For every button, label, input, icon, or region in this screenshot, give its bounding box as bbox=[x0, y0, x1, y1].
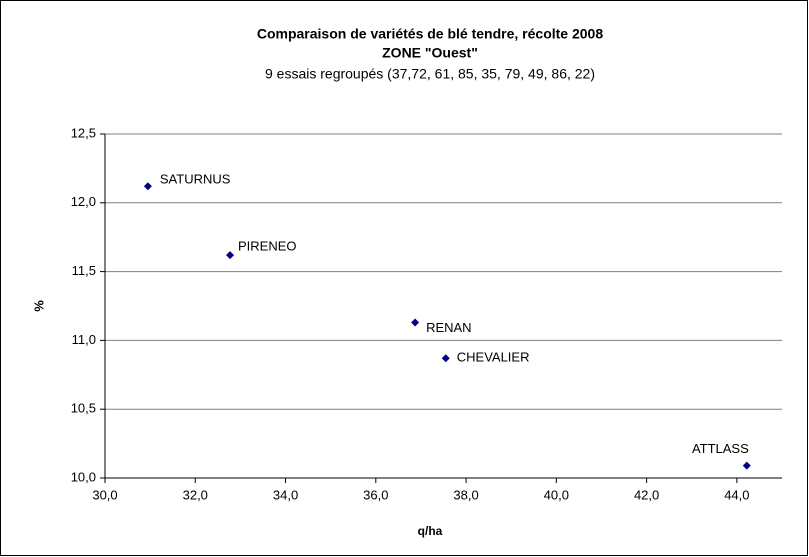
x-tick-label: 32,0 bbox=[183, 487, 208, 502]
y-tick-label: 10,0 bbox=[71, 469, 96, 484]
point-label: CHEVALIER bbox=[457, 350, 530, 365]
x-axis-label: q/ha bbox=[418, 524, 443, 538]
y-tick-label: 12,0 bbox=[71, 194, 96, 209]
chart-subtitle: 9 essais regroupés (37,72, 61, 85, 35, 7… bbox=[265, 66, 595, 82]
data-point bbox=[143, 182, 152, 191]
y-tick-label: 12,5 bbox=[71, 125, 96, 140]
point-label: RENAN bbox=[426, 320, 472, 335]
point-label: PIRENEO bbox=[238, 239, 297, 254]
x-tick-label: 36,0 bbox=[363, 487, 388, 502]
y-tick-label: 11,0 bbox=[72, 332, 96, 347]
point-label: ATTLASS bbox=[692, 441, 749, 456]
x-tick-label: 30,0 bbox=[92, 487, 117, 502]
x-tick-label: 38,0 bbox=[453, 487, 478, 502]
x-tick-label: 34,0 bbox=[273, 487, 298, 502]
data-point bbox=[411, 318, 420, 327]
x-tick-label: 40,0 bbox=[544, 487, 569, 502]
chart-title-2: ZONE "Ouest" bbox=[382, 45, 478, 61]
data-point bbox=[226, 251, 235, 260]
point-label: SATURNUS bbox=[160, 172, 231, 187]
chart-title: Comparaison de variétés de blé tendre, r… bbox=[257, 26, 603, 42]
y-tick-label: 10,5 bbox=[71, 401, 96, 416]
y-axis-label: % bbox=[31, 300, 46, 312]
data-point bbox=[742, 461, 751, 470]
data-point bbox=[441, 354, 450, 363]
x-tick-label: 44,0 bbox=[724, 487, 749, 502]
x-tick-label: 42,0 bbox=[634, 487, 659, 502]
y-tick-label: 11,5 bbox=[72, 263, 96, 278]
